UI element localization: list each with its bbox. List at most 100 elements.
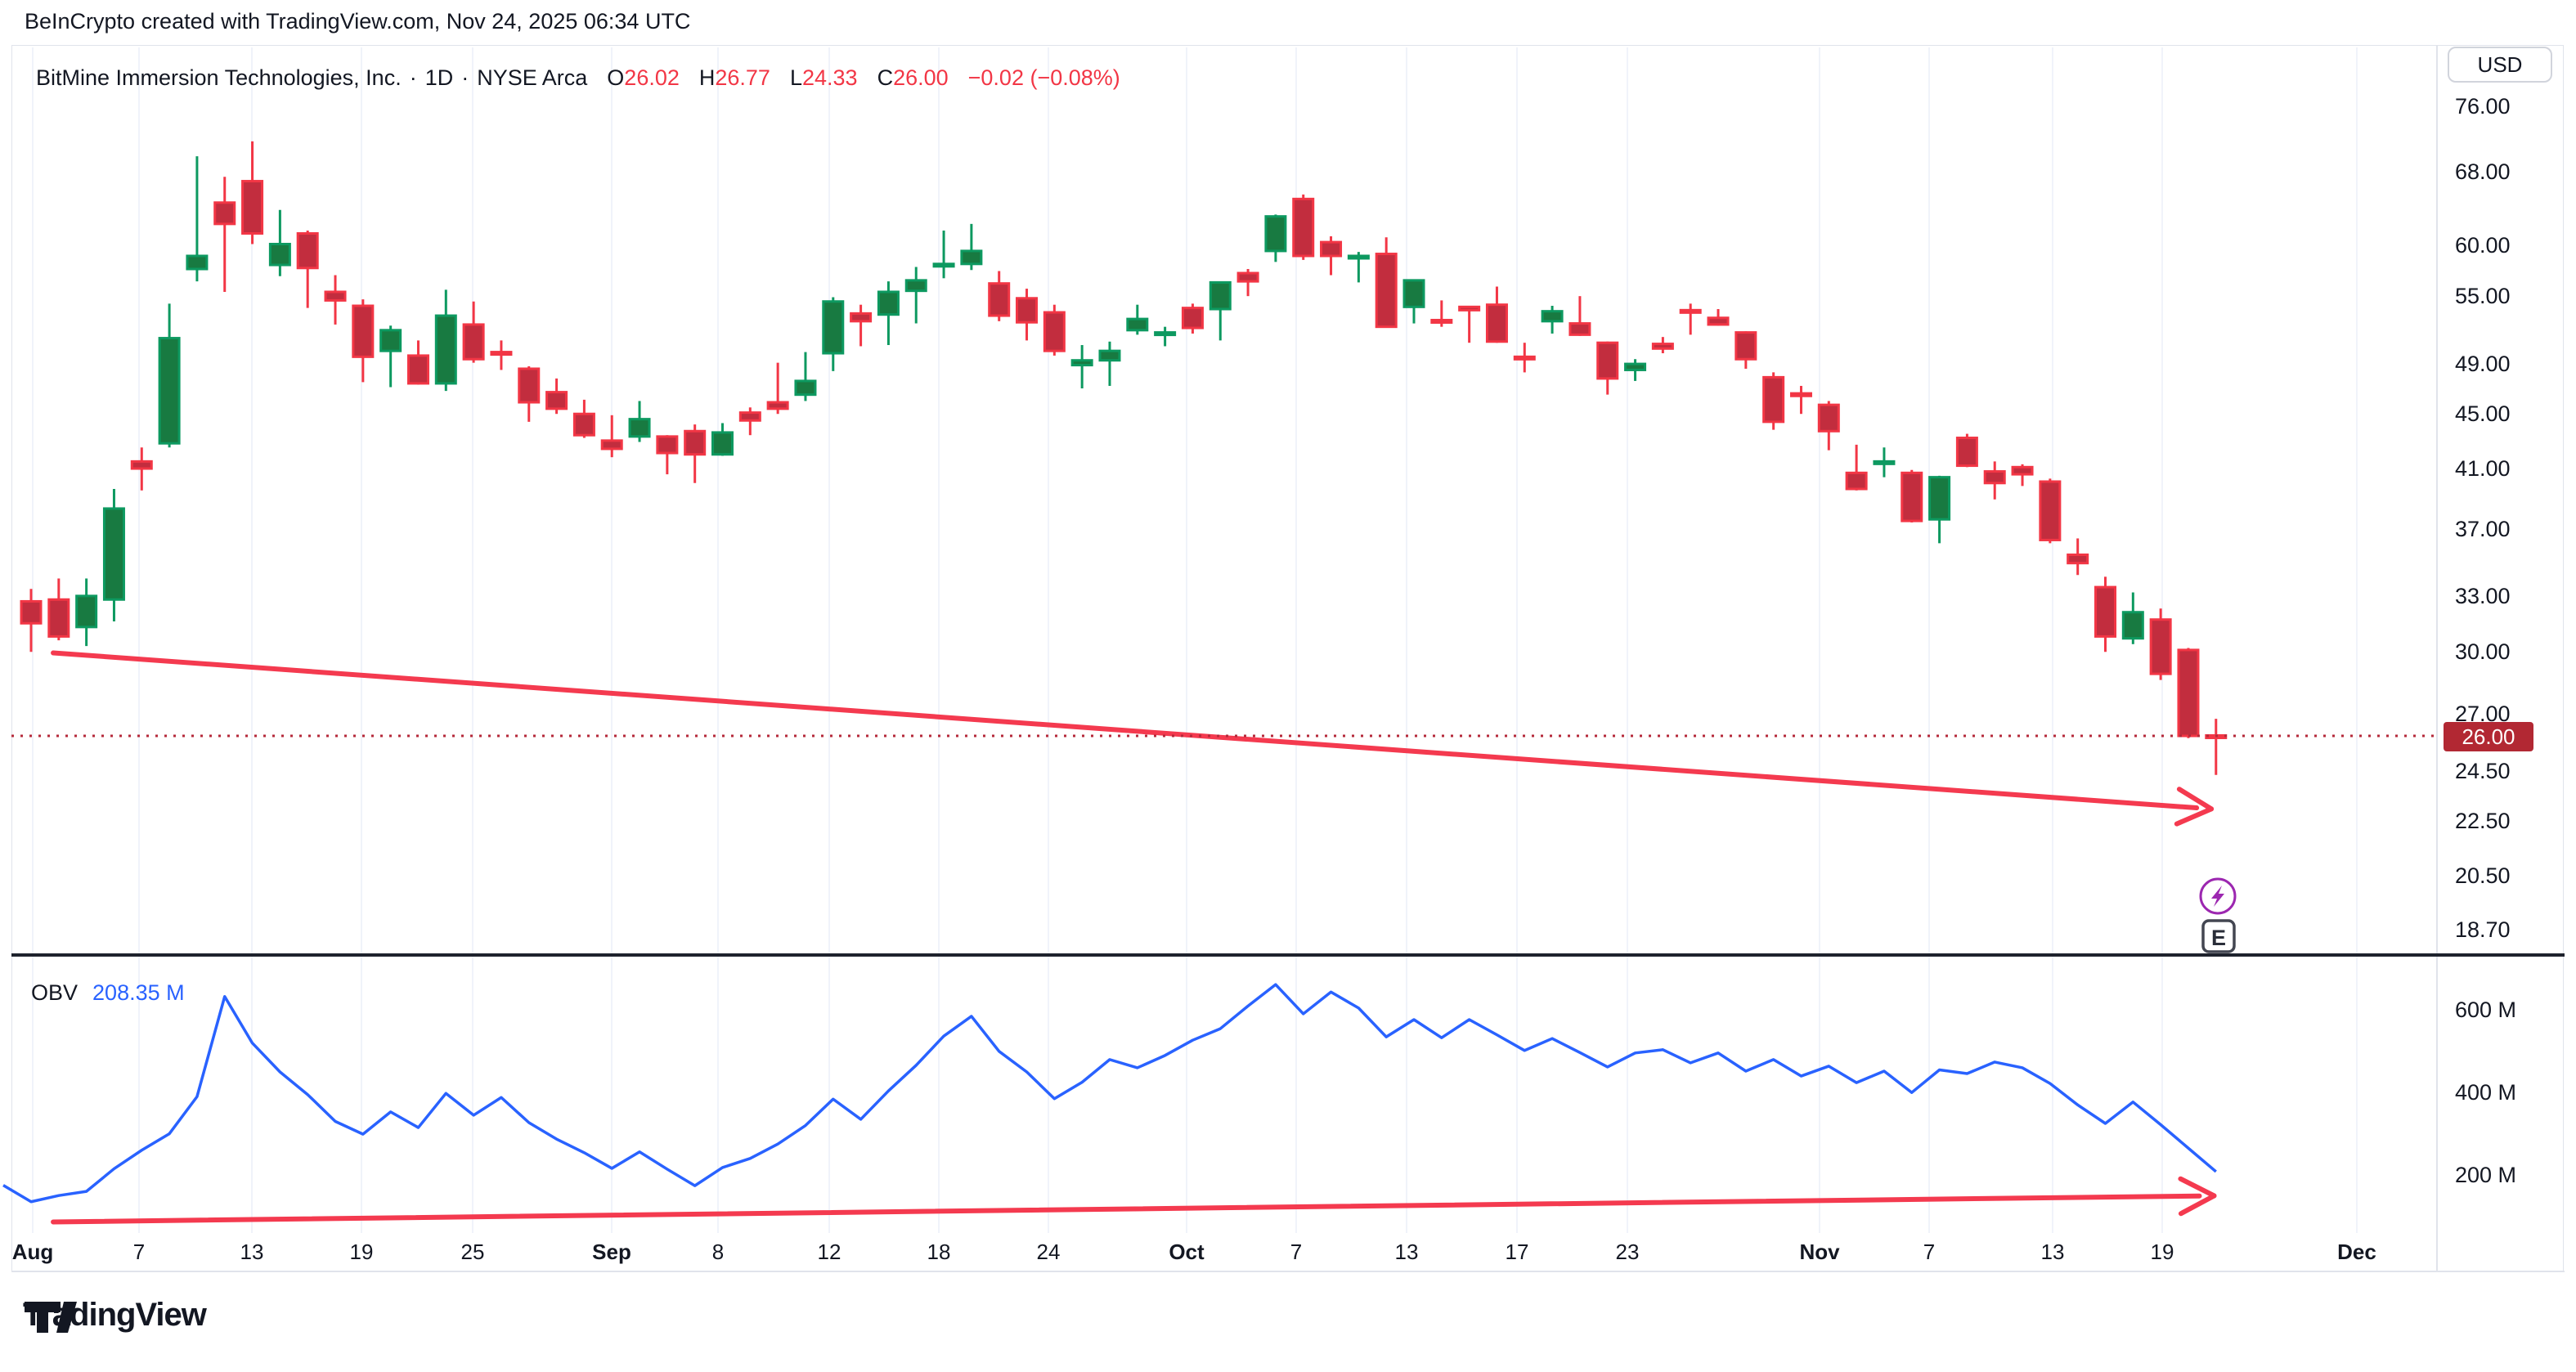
candle-body [1126, 317, 1149, 332]
candle-body [20, 599, 43, 625]
candle-body [2121, 611, 2144, 640]
candle-body [75, 594, 98, 629]
candle-body [1901, 471, 1923, 522]
candle-body [850, 312, 873, 323]
price-trendline [51, 650, 2200, 811]
candle-body [822, 300, 845, 355]
obv-line [2, 983, 2217, 1204]
candle-body [1596, 341, 1619, 380]
candle-body [434, 314, 457, 385]
time-tick-day: 24 [1036, 1240, 1061, 1264]
candle-body [1651, 343, 1674, 350]
header-separator: · [409, 65, 417, 90]
candle-body [1983, 470, 2006, 485]
obv-trendline [51, 1193, 2202, 1225]
svg-text:E: E [2211, 926, 2226, 950]
obv-legend: OBV 208.35 M [31, 980, 185, 1006]
obv-tick-label: 200 M [2455, 1163, 2517, 1187]
tradingview-logo[interactable]: TradingView [23, 1297, 207, 1334]
price-trendline-arrowhead [2176, 787, 2215, 812]
time-tick-day: 12 [817, 1240, 841, 1264]
candle-body [1513, 355, 1536, 361]
ohlc-open: O26.02 [607, 65, 680, 90]
time-tick-day: 8 [711, 1240, 725, 1264]
candle-body [2094, 585, 2116, 638]
candle-body [1568, 322, 1591, 336]
candle-body [2039, 480, 2062, 541]
candle-body [738, 411, 761, 422]
candle-body [1070, 359, 1093, 367]
interval-label: 1D [424, 65, 454, 90]
candle-body [268, 243, 291, 267]
candle-body [1679, 308, 1702, 314]
price-tick-label: 45.00 [2455, 401, 2511, 427]
candle-body [352, 304, 375, 358]
change-label: −0.02 (−0.08%) [967, 65, 1120, 90]
candle-body [960, 249, 983, 266]
time-tick-day: 7 [1290, 1240, 1303, 1264]
candle-body [2011, 465, 2034, 476]
candle-body [47, 598, 70, 638]
candle-body [1485, 303, 1508, 343]
obv-label: OBV [31, 980, 79, 1005]
candle-body [213, 201, 236, 226]
price-tick-label: 37.00 [2455, 516, 2511, 541]
time-tick-month: Dec [2337, 1240, 2376, 1264]
earnings-badge[interactable]: E [2201, 919, 2236, 953]
time-tick-day: 25 [460, 1240, 485, 1264]
candle-body [932, 262, 955, 268]
candle-body [462, 323, 485, 361]
candle-body [877, 290, 900, 316]
price-tick-label: 60.00 [2455, 232, 2511, 258]
candle-body [1181, 307, 1204, 330]
time-tick-day: 7 [132, 1240, 146, 1264]
candle-body [1402, 279, 1425, 308]
candle-body [1707, 316, 1730, 326]
candle-body [904, 279, 927, 293]
candle-body [158, 337, 181, 445]
time-tick-month: Oct [1169, 1240, 1205, 1264]
candle-body [379, 329, 402, 352]
candle-body [324, 290, 347, 302]
candle-body [102, 507, 125, 601]
candle-body [1154, 331, 1177, 337]
candle-body [1043, 311, 1066, 352]
candle-body [1458, 305, 1481, 312]
time-tick-day: 23 [1615, 1240, 1640, 1264]
candle-body [628, 418, 651, 438]
candle-body [1347, 254, 1370, 260]
candle-body [545, 391, 568, 410]
price-tick-label: 33.00 [2455, 583, 2511, 608]
candle-body [130, 460, 153, 470]
price-tick-label: 20.50 [2455, 863, 2511, 888]
price-tick-label: 41.00 [2455, 456, 2511, 482]
candle-body [1762, 375, 1785, 424]
candle-body [241, 180, 264, 235]
time-tick-month: Sep [592, 1240, 631, 1264]
obv-trendline-arrowhead [2178, 1193, 2217, 1217]
price-tick-label: 76.00 [2455, 94, 2511, 119]
exchange-label: NYSE Arca [477, 65, 588, 90]
candle-body [572, 412, 595, 437]
tradingview-logo-icon [25, 1302, 77, 1333]
candle-body [1430, 318, 1453, 324]
candle-body [656, 435, 679, 455]
candle-body [1624, 362, 1647, 371]
candle-body [1789, 392, 1812, 397]
candle-body [2177, 648, 2200, 738]
header-separator2: · [461, 65, 469, 90]
time-tick-day: 18 [927, 1240, 951, 1264]
attribution-text: BeInCrypto created with TradingView.com,… [25, 9, 691, 34]
candle-body [684, 429, 707, 456]
ohlc-close: C26.00 [877, 65, 949, 90]
time-tick-day: 19 [2150, 1240, 2174, 1264]
time-tick-day: 7 [1923, 1240, 1936, 1264]
candle-body [2149, 618, 2172, 675]
currency-button[interactable]: USD [2448, 47, 2552, 83]
lightning-icon[interactable] [2199, 877, 2237, 915]
price-tick-label: 24.50 [2455, 758, 2511, 783]
price-tick-label: 49.00 [2455, 352, 2511, 377]
time-tick-day: 13 [240, 1240, 264, 1264]
